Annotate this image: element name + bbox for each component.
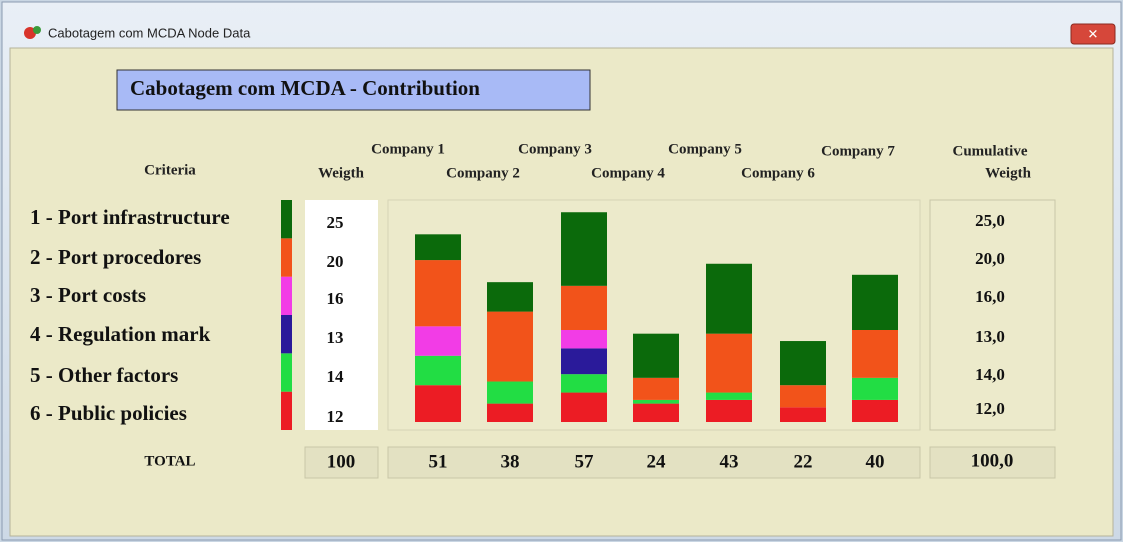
criterion-label: 6 - Public policies [30,401,187,425]
company-total: 22 [794,451,813,472]
weight-value: 12 [327,407,344,426]
weight-header: Weigth [318,165,364,181]
company-header: Company 6 [741,165,815,181]
company-total: 40 [866,451,885,472]
weight-column [305,200,378,430]
bar-segment [561,330,607,349]
criterion-swatch [281,353,292,392]
company-header: Company 5 [668,141,742,157]
bar-segment [487,282,533,312]
bar-segment [561,392,607,422]
bar-segment [487,381,533,404]
bar-segment [415,385,461,422]
company-header: Company 4 [591,165,665,181]
weight-value: 20 [327,252,344,271]
bar-segment [633,333,679,378]
criterion-swatch [281,391,292,430]
bar-segment [706,263,752,334]
close-button[interactable]: ✕ [1070,23,1116,45]
criterion-swatch [281,276,292,315]
bar-segment [706,392,752,400]
bar-segment [561,348,607,375]
bar-segment [852,377,898,400]
total-label: TOTAL [144,453,195,469]
criterion-label: 3 - Port costs [30,283,146,307]
bar-segment [852,330,898,378]
bar-segment [561,212,607,286]
criterion-label: 1 - Port infrastructure [30,205,230,229]
window-title: Cabotagem com MCDA Node Data [48,25,251,40]
cumulative-value: 25,0 [975,211,1005,230]
company-total: 24 [647,451,667,472]
bar-segment [706,333,752,393]
bar-segment [633,403,679,422]
svg-text:✕: ✕ [1088,28,1099,43]
criteria-header: Criteria [144,162,196,178]
cumulative-value: 20,0 [975,249,1005,268]
bar-segment [415,326,461,356]
bar-segment [633,399,679,404]
weight-value: 13 [327,328,344,347]
cumulative-value: 12,0 [975,399,1005,418]
criterion-label: 5 - Other factors [30,363,178,387]
company-total: 38 [501,451,520,472]
heading-box [116,69,591,111]
company-header: Company 3 [518,141,592,157]
criterion-label: 2 - Port procedores [30,245,201,269]
bar-segment [487,403,533,422]
total-cell [387,446,921,479]
bar-segment [780,407,826,422]
bar-segment [780,385,826,408]
total-cumulative: 100,0 [971,450,1014,471]
total-weight: 100 [327,451,356,472]
cumulative-header: Cumulative [953,143,1028,159]
bar-segment [487,311,533,382]
criterion-swatch [281,238,292,277]
app-icon [24,26,41,39]
criterion-label: 4 - Regulation mark [30,322,211,346]
bar-segment [415,355,461,386]
cumulative-value: 13,0 [975,327,1005,346]
company-total: 43 [720,451,739,472]
company-header: Company 2 [446,165,520,181]
total-cell [929,446,1056,479]
company-header: Company 7 [821,143,895,159]
company-total: 51 [429,451,448,472]
cumulative-header: Weigth [985,165,1031,181]
bar-segment [415,260,461,327]
criterion-swatch [281,315,292,354]
cumulative-panel [929,199,1056,431]
company-header: Company 1 [371,141,445,157]
criterion-swatch [281,200,292,239]
bar-segment [706,399,752,422]
weight-value: 25 [327,213,344,232]
company-total: 57 [575,451,595,472]
cumulative-value: 14,0 [975,365,1005,384]
bar-segment [852,274,898,330]
bar-segment [415,234,461,261]
cumulative-value: 16,0 [975,287,1005,306]
bar-segment [780,341,826,386]
heading: Cabotagem com MCDA - Contribution [130,76,480,100]
bar-segment [561,285,607,330]
bar-segment [633,377,679,400]
bar-segment [561,374,607,393]
total-cell [304,446,379,479]
weight-value: 16 [327,289,344,308]
bar-segment [852,399,898,422]
weight-value: 14 [327,367,345,386]
